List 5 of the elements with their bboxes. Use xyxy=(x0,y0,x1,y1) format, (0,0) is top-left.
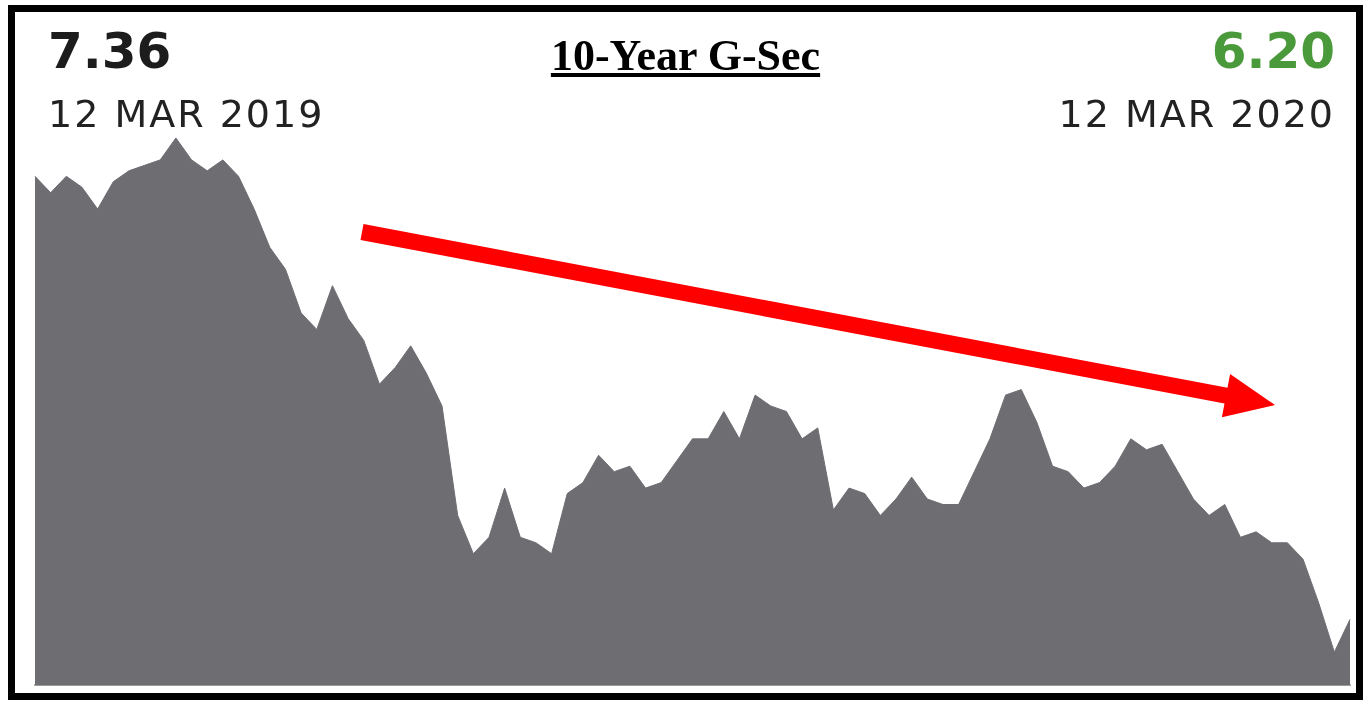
text: 12 MAR 2019 xyxy=(48,92,325,136)
text: 7.36 xyxy=(48,22,172,80)
chart-title: 10-Year G-Sec xyxy=(550,31,821,80)
text: 12 MAR 2020 xyxy=(1058,92,1335,136)
text: 6.20 xyxy=(1211,22,1335,80)
